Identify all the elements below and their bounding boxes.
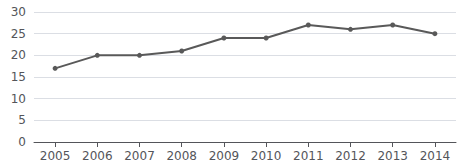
svg-text:30: 30: [11, 5, 26, 19]
svg-text:2007: 2007: [124, 149, 155, 163]
svg-text:5: 5: [18, 113, 26, 127]
svg-text:2008: 2008: [166, 149, 197, 163]
svg-text:2006: 2006: [82, 149, 113, 163]
svg-text:2009: 2009: [209, 149, 240, 163]
svg-text:2011: 2011: [293, 149, 324, 163]
svg-text:2012: 2012: [335, 149, 366, 163]
svg-text:10: 10: [11, 92, 26, 106]
svg-text:2005: 2005: [40, 149, 71, 163]
svg-text:20: 20: [11, 48, 26, 62]
svg-text:2014: 2014: [420, 149, 451, 163]
svg-text:2013: 2013: [377, 149, 408, 163]
svg-text:25: 25: [11, 27, 26, 41]
svg-text:0: 0: [18, 135, 26, 149]
svg-text:15: 15: [11, 70, 26, 84]
svg-text:2010: 2010: [251, 149, 282, 163]
